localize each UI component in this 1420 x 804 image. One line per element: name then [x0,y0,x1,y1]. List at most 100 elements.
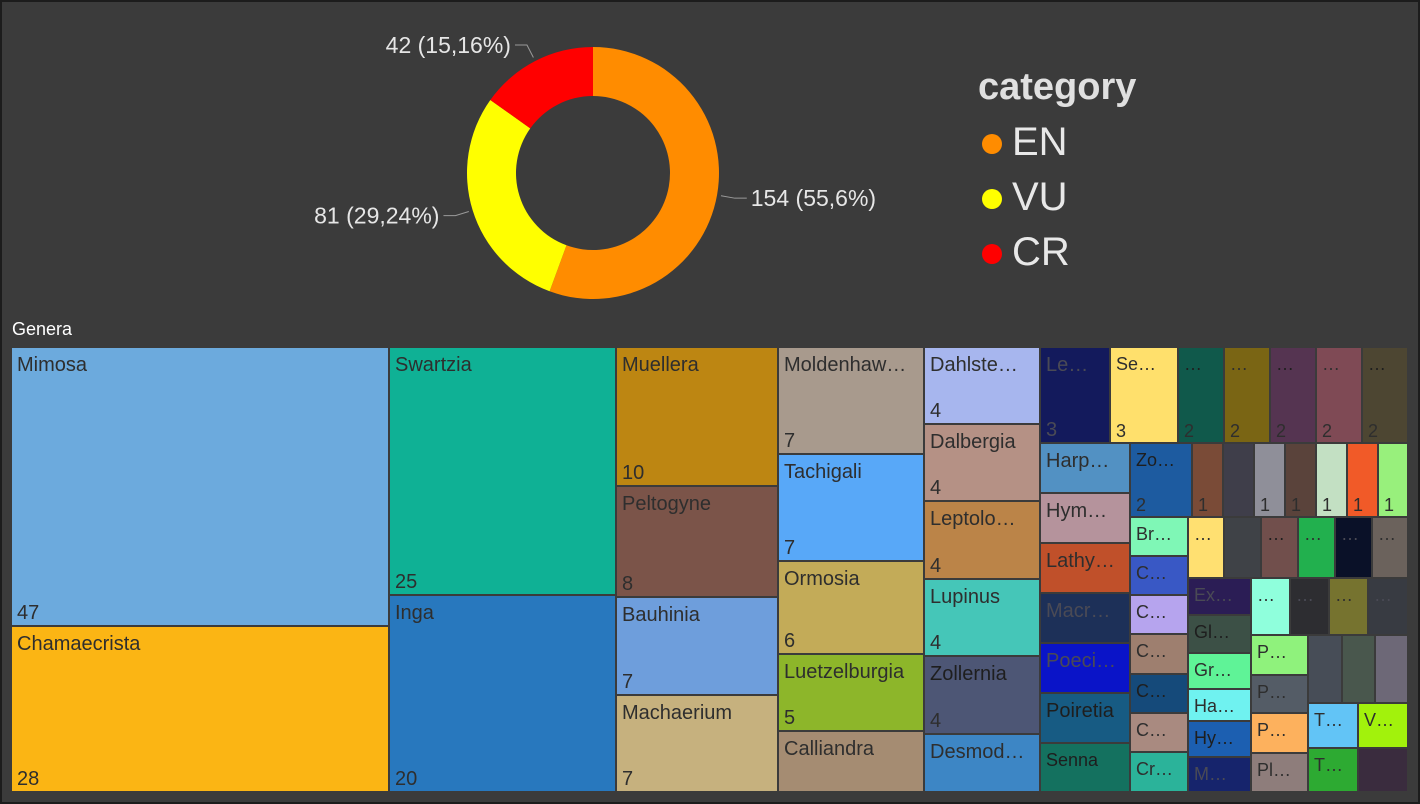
treemap-tile-g1l[interactable]: … [1335,517,1372,578]
treemap-tile-label: Gr… [1194,660,1232,680]
treemap-tile-label: C… [1136,563,1167,583]
treemap-tile-label: Desmod… [930,741,1025,763]
treemap-tile-value: 1 [1384,495,1395,515]
treemap-tile-g1h[interactable]: … [1188,517,1224,578]
treemap-tile-gl[interactable]: Gl… [1188,615,1251,653]
treemap-tile-g1c[interactable]: 1 [1254,443,1285,517]
treemap-tile-value: 2 [1368,421,1379,441]
treemap-tile-poeci[interactable]: Poeci… [1040,643,1130,693]
treemap-tile-luetzelburgia[interactable]: Luetzelburgia 5 [778,654,924,731]
treemap-tile-zollernia[interactable]: Zollernia 4 [924,656,1040,734]
treemap-tile-muellera[interactable]: Muellera 10 [616,347,778,486]
treemap-tile-g1t[interactable] [1375,635,1408,703]
treemap-tile-g1g[interactable]: 1 [1378,443,1408,517]
treemap-tile-moldenhawera[interactable]: Moldenhaw… 7 [778,347,924,454]
legend-label-en: EN [1012,120,1068,164]
treemap-tile-ha[interactable]: Ha… [1188,689,1251,721]
treemap-tile-label: P… [1257,720,1288,740]
treemap-tile-se[interactable]: Se… 3 [1110,347,1178,443]
treemap-tile-senna[interactable]: Senna [1040,743,1130,792]
treemap-tile-p3[interactable]: P… [1251,713,1308,753]
treemap-tile-g2a[interactable]: … 2 [1178,347,1224,443]
treemap-tile-c3[interactable]: C… [1130,634,1188,674]
treemap-tile-g2e[interactable]: … 2 [1362,347,1408,443]
treemap-tile-g1o[interactable]: … [1290,578,1329,635]
treemap-tile-g1u[interactable] [1358,748,1408,792]
treemap-tile-macr[interactable]: Macr… [1040,593,1130,643]
treemap-tile-machaerium[interactable]: Machaerium 7 [616,695,778,792]
treemap-tile-dahlstedtia[interactable]: Dahlste… 4 [924,347,1040,424]
treemap-tile-ex[interactable]: Ex… [1188,578,1251,615]
treemap-tile-pl[interactable]: Pl… [1251,753,1308,792]
treemap-tile-mimosa[interactable]: Mimosa 47 [11,347,389,626]
treemap-tile-hy[interactable]: Hy… [1188,721,1251,757]
treemap-tile-value: 3 [1116,421,1127,441]
treemap-tile-g2d[interactable]: … 2 [1316,347,1362,443]
treemap-tile-hym[interactable]: Hym… [1040,493,1130,543]
treemap-tile-g1b[interactable] [1223,443,1254,517]
treemap-tile-lathy[interactable]: Lathy… [1040,543,1130,593]
treemap-tile-value: 7 [784,430,796,452]
treemap-tile-label: Dalbergia [930,431,1016,453]
treemap-tile-label: C… [1136,720,1167,740]
treemap-tile-g2c[interactable]: … 2 [1270,347,1316,443]
treemap-tile-swartzia[interactable]: Swartzia 25 [389,347,616,595]
treemap-tile-g1q[interactable]: … [1368,578,1408,635]
legend-dot-cr [982,244,1002,264]
treemap-tile-c5[interactable]: C… [1130,713,1188,752]
treemap-tile-g1k[interactable]: … [1298,517,1335,578]
treemap-tile-lupinus[interactable]: Lupinus 4 [924,579,1040,656]
treemap-tile-leptolobium[interactable]: Leptolo… 4 [924,501,1040,579]
treemap-tile-g1n[interactable]: … [1251,578,1290,635]
treemap-tile-harp[interactable]: Harp… [1040,443,1130,493]
treemap-tile-c4[interactable]: C… [1130,674,1188,713]
donut-slice-vu[interactable] [466,99,567,292]
treemap-tile-tachigali[interactable]: Tachigali 7 [778,454,924,561]
treemap-tile-inga[interactable]: Inga 20 [389,595,616,792]
donut-data-label-vu: 81 (29,24%) [314,203,439,229]
treemap-tile-desmodium[interactable]: Desmod… [924,734,1040,792]
treemap-tile-g1d[interactable]: 1 [1285,443,1316,517]
treemap-tile-bauhinia[interactable]: Bauhinia 7 [616,597,778,695]
treemap-tile-c1[interactable]: C… [1130,556,1188,595]
treemap-tile-c2[interactable]: C… [1130,595,1188,634]
treemap-tile-poiretia[interactable]: Poiretia [1040,693,1130,743]
treemap-tile-t1[interactable]: T… [1308,703,1358,748]
treemap-tile-value: 10 [622,462,645,484]
treemap-tile-g1p[interactable]: … [1329,578,1368,635]
donut-slice-cr[interactable] [490,47,593,129]
treemap-tile-g1f[interactable]: 1 [1347,443,1378,517]
treemap-tile-label: Hy… [1194,728,1234,748]
treemap-tile-label: … [1257,585,1275,605]
donut-slice-en[interactable] [549,47,719,299]
treemap-tile-g1m[interactable]: … [1372,517,1408,578]
treemap-tile-dalbergia[interactable]: Dalbergia 4 [924,424,1040,501]
treemap-tile-label: Zollernia [930,663,1007,685]
treemap-tile-v[interactable]: V… [1358,703,1408,748]
treemap-tile-ormosia[interactable]: Ormosia 6 [778,561,924,654]
treemap-tile-label: Calliandra [784,738,875,760]
treemap-tile-g1a[interactable]: 1 [1192,443,1223,517]
legend-title: category [978,66,1137,108]
treemap-tile-g1r[interactable] [1308,635,1342,703]
treemap-tile-br[interactable]: Br… [1130,517,1188,556]
treemap-tile-g1e[interactable]: 1 [1316,443,1347,517]
treemap-tile-label: … [1267,524,1285,544]
treemap-tile-g1i[interactable] [1224,517,1261,578]
treemap-tile-cr[interactable]: Cr… [1130,752,1188,792]
treemap-tile-p1[interactable]: P… [1251,635,1308,675]
treemap-tile-zo[interactable]: Zo… 2 [1130,443,1192,517]
legend-dot-en [982,134,1002,154]
treemap-tile-label: M… [1194,764,1227,784]
treemap-tile-g1s[interactable] [1342,635,1375,703]
treemap-tile-le[interactable]: Le… 3 [1040,347,1110,443]
treemap-tile-g2b[interactable]: … 2 [1224,347,1270,443]
treemap-tile-calliandra[interactable]: Calliandra [778,731,924,792]
treemap-tile-chamaecrista[interactable]: Chamaecrista 28 [11,626,389,792]
treemap-tile-p2[interactable]: P… [1251,675,1308,713]
treemap-tile-t2[interactable]: T… [1308,748,1358,792]
treemap-tile-gr[interactable]: Gr… [1188,653,1251,689]
treemap-tile-m[interactable]: M… [1188,757,1251,792]
treemap-tile-g1j[interactable]: … [1261,517,1298,578]
treemap-tile-peltogyne[interactable]: Peltogyne 8 [616,486,778,597]
